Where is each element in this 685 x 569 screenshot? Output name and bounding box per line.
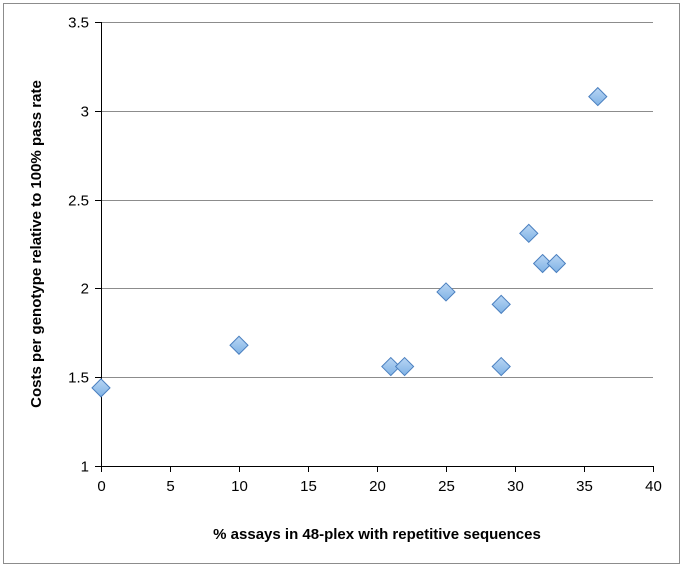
- x-tick-label: 30: [507, 478, 524, 495]
- x-axis-title: % assays in 48-plex with repetitive sequ…: [213, 526, 541, 543]
- x-tick-label: 0: [97, 478, 105, 495]
- gridlines: [101, 22, 653, 378]
- x-tick-label: 40: [645, 478, 662, 495]
- data-point: [381, 356, 401, 377]
- data-point: [229, 335, 249, 355]
- x-tick-label: 15: [300, 478, 317, 495]
- data-point: [91, 378, 111, 398]
- data-point: [394, 356, 415, 377]
- y-tick-label: 2.5: [68, 193, 89, 210]
- y-tick-label: 1: [81, 459, 89, 476]
- chart-frame: [3, 3, 680, 564]
- x-tick-label: 35: [576, 478, 593, 495]
- y-tick-label: 2: [81, 281, 89, 298]
- y-tick-label: 3: [81, 104, 89, 121]
- x-tick-label: 20: [369, 478, 386, 495]
- data-points: [91, 86, 608, 398]
- y-tick-label: 1.5: [68, 370, 89, 387]
- x-tick-label: 5: [166, 478, 174, 495]
- data-point: [588, 86, 608, 107]
- x-tick-label: 10: [231, 478, 248, 495]
- data-point: [532, 253, 553, 274]
- data-point: [491, 294, 511, 315]
- x-tick-label: 25: [438, 478, 455, 495]
- y-tick-label: 3.5: [68, 15, 89, 32]
- axes: [95, 22, 654, 472]
- data-point: [491, 356, 511, 377]
- data-point: [436, 282, 456, 302]
- data-point: [519, 223, 539, 244]
- y-axis-title: Costs per genotype relative to 100% pass…: [28, 80, 45, 408]
- tick-labels: 1 1.5 2 2.5 3 3.5 0 5 10 15 20 25 30 35 40: [68, 15, 662, 496]
- data-point: [546, 253, 567, 274]
